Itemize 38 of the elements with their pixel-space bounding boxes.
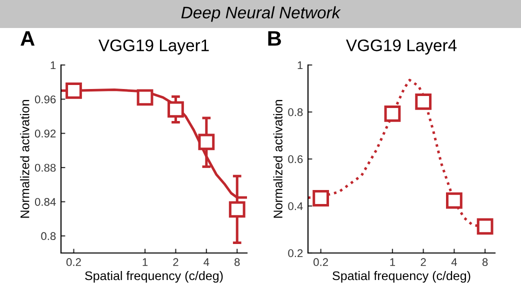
x-tick-label: 8 [482, 258, 488, 266]
text: B [268, 31, 281, 46]
y-axis-title: Normalized activation [273, 100, 282, 218]
point [446, 192, 462, 209]
chart-title: VGG19 Layer1 [98, 39, 209, 55]
y-tick-label: 0.92 [34, 130, 56, 138]
chart-title: VGG19 Layer4 [346, 39, 457, 55]
x-axis-title: Spatial frequency (c/deg) [332, 270, 470, 283]
x-tick-label: 1 [390, 258, 396, 266]
point [476, 218, 494, 235]
x-tick-label: 0.2 [66, 258, 81, 266]
y-tick-label: 0.8 [288, 108, 303, 116]
y-tick-label: 0.6 [288, 155, 303, 164]
y-tick-label: 1 [50, 61, 56, 70]
y-tick-label: 0.84 [34, 198, 56, 206]
y-tick-label: 0.4 [288, 202, 303, 210]
y-tick-label: 0.2 [288, 249, 303, 258]
y-tick-label: 0.8 [41, 232, 56, 240]
y-tick-label: 0.88 [34, 164, 56, 172]
text: A [20, 31, 35, 46]
x-tick-label: 0.2 [314, 258, 328, 266]
point [136, 89, 154, 106]
point [198, 134, 215, 150]
x-tick-label: 8 [234, 258, 240, 266]
x-tick-label: 1 [142, 258, 148, 266]
point [168, 101, 184, 118]
point [228, 201, 246, 218]
x-tick-label: 2 [420, 258, 426, 266]
x-tick-label: 4 [451, 258, 457, 266]
x-tick-label: 4 [204, 258, 210, 266]
x-tick-label: 2 [173, 258, 178, 266]
point [415, 93, 432, 110]
x-axis-title: Spatial frequency (c/deg) [85, 270, 223, 283]
point [384, 105, 401, 122]
y-tick-label: 1 [298, 61, 303, 70]
y-axis-title: Normalized activation [20, 100, 30, 218]
text: Deep Neural Network [181, 6, 341, 22]
y-tick-label: 0.96 [34, 95, 56, 104]
